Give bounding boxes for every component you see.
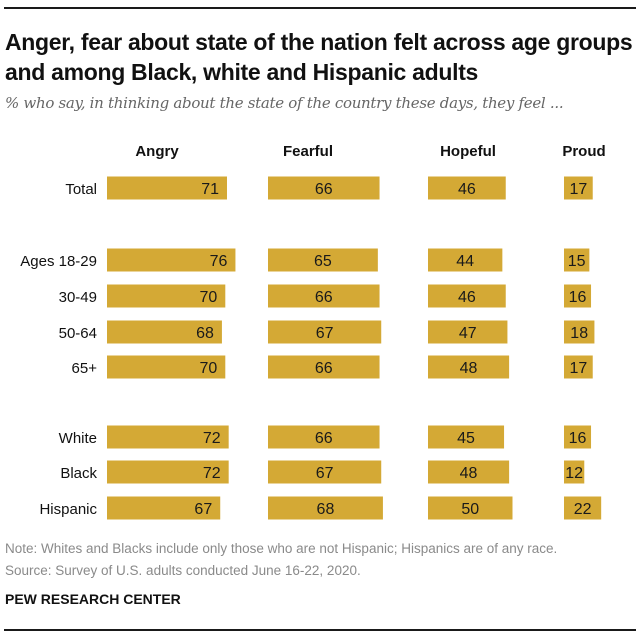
bar-hopeful: [428, 176, 506, 200]
bar-hopeful: [428, 425, 505, 449]
data-label: 46: [458, 289, 476, 306]
category-label: 50-64: [59, 325, 97, 342]
data-label: 46: [458, 181, 476, 198]
data-label: 65: [314, 253, 332, 270]
data-label: 66: [315, 289, 333, 306]
bar-hopeful: [428, 460, 510, 484]
bar-angry: [107, 355, 226, 379]
data-label: 16: [569, 430, 587, 447]
data-label: 67: [194, 501, 212, 518]
bar-hopeful: [428, 496, 513, 520]
data-label: 66: [315, 360, 333, 377]
bar-hopeful: [428, 284, 506, 308]
data-label: 22: [574, 501, 592, 518]
bar-proud: [564, 355, 593, 379]
data-label: 45: [457, 430, 475, 447]
bar-fearful: [268, 320, 382, 344]
data-label: 71: [201, 181, 219, 198]
data-label: 17: [569, 360, 587, 377]
data-label: 68: [317, 501, 335, 518]
category-label: 30-49: [59, 289, 97, 306]
top-rule: [4, 7, 636, 9]
bar-hopeful: [428, 248, 503, 272]
chart-source: Source: Survey of U.S. adults conducted …: [5, 563, 361, 578]
data-label: 70: [200, 289, 218, 306]
data-label: 72: [203, 430, 221, 447]
bar-fearful: [268, 425, 380, 449]
data-label: 48: [460, 360, 478, 377]
bar-hopeful: [428, 355, 510, 379]
data-label: 44: [456, 253, 474, 270]
data-label: 72: [203, 465, 221, 482]
bar-proud: [564, 425, 592, 449]
data-label: 18: [570, 325, 588, 342]
bar-fearful: [268, 284, 380, 308]
bar-chart: Angry Fearful Hopeful Proud Total Ages 18-29 3…: [20, 143, 606, 520]
column-header-hopeful: Hopeful: [440, 143, 496, 160]
data-label: 70: [200, 360, 218, 377]
data-label: 17: [569, 181, 587, 198]
bar-proud: [564, 248, 590, 272]
column-header-angry: Angry: [135, 143, 179, 160]
bar-angry: [107, 248, 236, 272]
category-label: Hispanic: [39, 501, 97, 518]
bar-proud: [564, 496, 602, 520]
bar-fearful: [268, 248, 378, 272]
category-label: Ages 18-29: [20, 253, 97, 270]
category-label: 65+: [72, 360, 98, 377]
brand-label: PEW RESEARCH CENTER: [5, 591, 181, 607]
data-label: 67: [316, 325, 334, 342]
data-label: 16: [569, 289, 587, 306]
data-label: 12: [565, 465, 583, 482]
bar-hopeful: [428, 320, 508, 344]
bar-fearful: [268, 355, 380, 379]
column-header-fearful: Fearful: [283, 143, 333, 160]
data-label: 15: [568, 253, 586, 270]
bar-fearful: [268, 176, 380, 200]
data-label: 50: [461, 501, 479, 518]
data-label: 76: [210, 253, 228, 270]
bar-proud: [564, 460, 585, 484]
data-label: 66: [315, 430, 333, 447]
bar-angry: [107, 496, 221, 520]
chart-title: Anger, fear about state of the nation fe…: [5, 29, 633, 85]
bar-angry: [107, 425, 229, 449]
bar-angry: [107, 176, 227, 200]
bar-fearful: [268, 496, 383, 520]
data-label: 48: [460, 465, 478, 482]
bottom-rule: [4, 629, 636, 631]
bar-angry: [107, 460, 229, 484]
bar-angry: [107, 284, 226, 308]
data-label: 68: [196, 325, 214, 342]
data-label: 66: [315, 181, 333, 198]
chart-note: Note: Whites and Blacks include only tho…: [5, 541, 558, 556]
column-header-proud: Proud: [562, 143, 605, 160]
bar-angry: [107, 320, 222, 344]
bar-proud: [564, 320, 595, 344]
bar-proud: [564, 176, 593, 200]
category-label: Black: [60, 465, 97, 482]
data-label: 47: [459, 325, 477, 342]
category-label: Total: [65, 181, 97, 198]
chart-subtitle: % who say, in thinking about the state o…: [5, 94, 564, 112]
bar-fearful: [268, 460, 382, 484]
category-label: White: [59, 430, 97, 447]
bar-proud: [564, 284, 592, 308]
data-label: 67: [316, 465, 334, 482]
